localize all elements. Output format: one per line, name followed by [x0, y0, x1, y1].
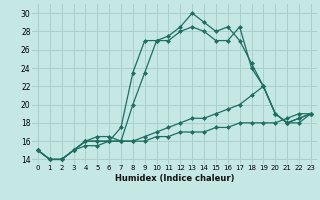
X-axis label: Humidex (Indice chaleur): Humidex (Indice chaleur) [115, 174, 234, 183]
